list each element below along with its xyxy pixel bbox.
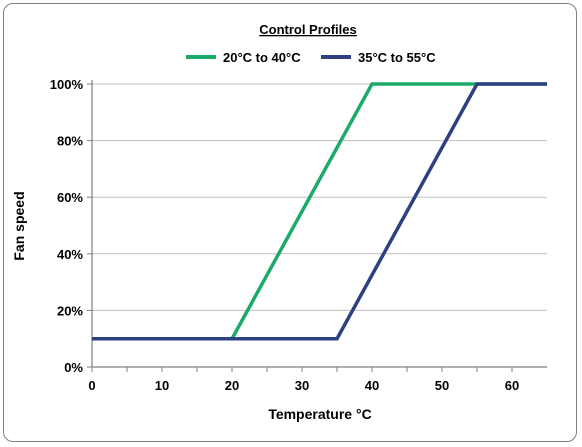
chart-title: Control Profiles: [259, 22, 357, 37]
legend: 20°C to 40°C 35°C to 55°C: [186, 50, 436, 65]
series-line-2: [92, 82, 547, 341]
legend-label-series-1: 20°C to 40°C: [223, 50, 301, 65]
x-tick-label-2: 20: [225, 378, 239, 393]
series-line-1: [92, 82, 547, 341]
axes: [91, 80, 547, 368]
chart-frame: [3, 3, 577, 442]
y-tick-label-0: 0%: [64, 360, 83, 375]
x-tick-label-0: 0: [88, 378, 95, 393]
y-tick-label-4: 80%: [57, 134, 83, 149]
legend-label-series-2: 35°C to 55°C: [358, 50, 436, 65]
x-tick-label-4: 40: [365, 378, 379, 393]
x-tick-label-5: 50: [435, 378, 449, 393]
x-axis-ticks: 0 10 20 30 40 50 60: [88, 367, 519, 393]
x-tick-label-6: 60: [505, 378, 519, 393]
x-tick-label-1: 10: [155, 378, 169, 393]
y-axis-label: Fan speed: [11, 191, 27, 260]
series-lines: [92, 82, 547, 341]
x-axis-label: Temperature °C: [268, 406, 371, 422]
x-tick-label-3: 30: [295, 378, 309, 393]
y-tick-label-3: 60%: [57, 190, 83, 205]
y-tick-label-5: 100%: [50, 77, 84, 92]
y-axis-ticks: 0% 20% 40% 60% 80% 100%: [50, 77, 92, 375]
y-tick-label-1: 20%: [57, 303, 83, 318]
gridlines: [92, 83, 547, 311]
y-tick-label-2: 40%: [57, 247, 83, 262]
